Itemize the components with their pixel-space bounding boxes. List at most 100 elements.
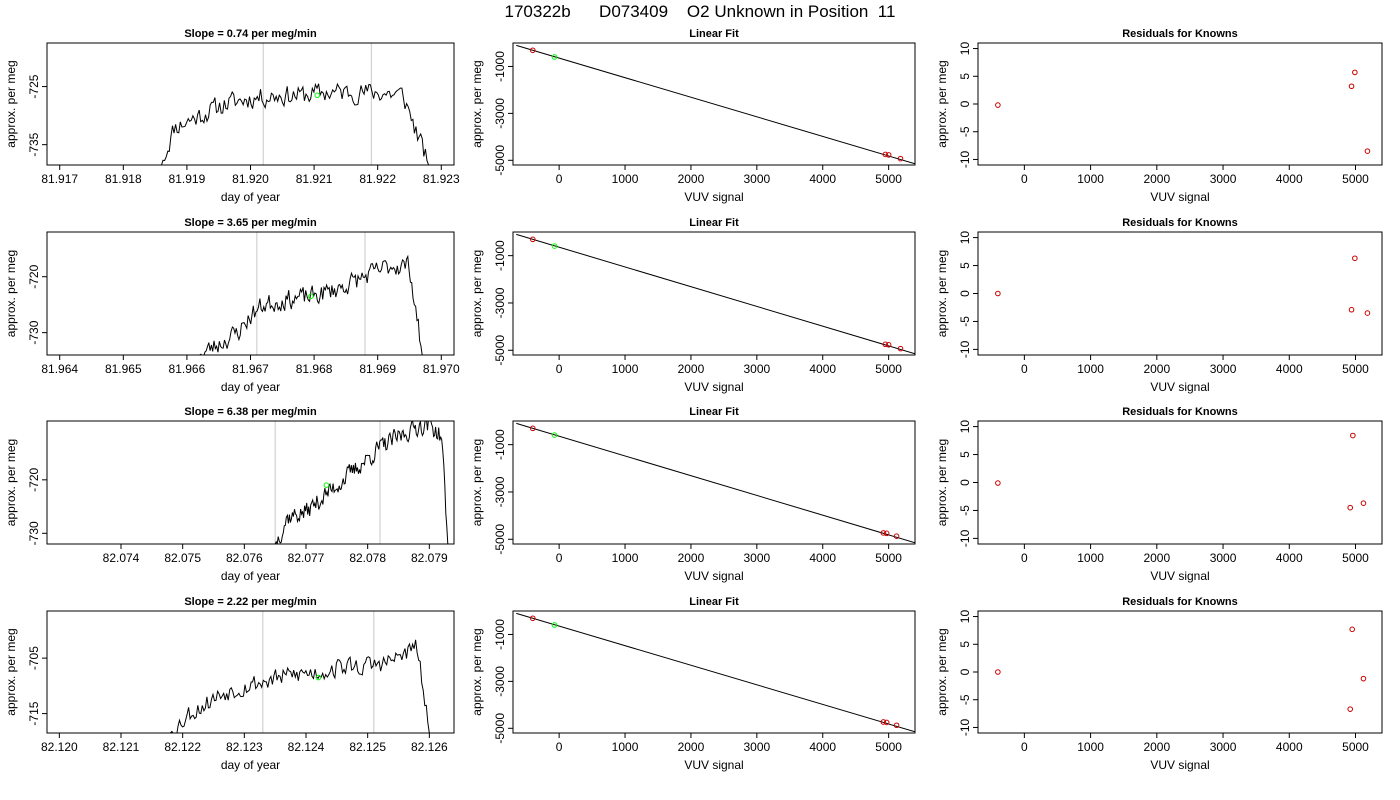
known-point bbox=[893, 533, 900, 539]
x-tick-label: 5000 bbox=[875, 740, 902, 754]
y-tick-label: -10 bbox=[958, 340, 972, 358]
x-tick-label: 2000 bbox=[678, 551, 705, 565]
y-tick-label: -1000 bbox=[493, 240, 507, 271]
unknown-mean-marker bbox=[314, 92, 321, 99]
plot-area bbox=[199, 232, 423, 355]
known-point bbox=[885, 152, 892, 158]
plot-frame bbox=[977, 231, 1383, 356]
plot-frame bbox=[512, 42, 916, 166]
x-tick-label: 81.917 bbox=[41, 172, 78, 186]
panel-title: Linear Fit bbox=[689, 596, 739, 608]
x-tick-label: 81.964 bbox=[41, 362, 78, 376]
x-tick-label: 4000 bbox=[1276, 172, 1303, 186]
plot-area bbox=[274, 421, 449, 544]
x-axis-label: VUV signal bbox=[1150, 190, 1209, 204]
x-tick-label: 2000 bbox=[678, 362, 705, 376]
panel-title: Slope = 3.65 per meg/min bbox=[184, 217, 317, 229]
plot-area bbox=[516, 422, 915, 544]
x-tick-label: 5000 bbox=[1342, 551, 1369, 565]
known-point bbox=[882, 151, 889, 158]
x-tick-label: 0 bbox=[1021, 172, 1028, 186]
plot-area bbox=[995, 255, 1371, 316]
y-tick-label: 10 bbox=[958, 231, 972, 245]
plot-area bbox=[169, 611, 430, 733]
y-tick-label: 5 bbox=[958, 641, 972, 648]
signal-trace bbox=[274, 421, 449, 544]
y-axis-label: approx. per meg bbox=[935, 250, 949, 337]
y-tick-label: -5 bbox=[958, 505, 972, 516]
signal-trace bbox=[161, 82, 430, 165]
y-tick-label: -5 bbox=[958, 694, 972, 705]
panel-3-3: Residuals for Knowns 0 1000 2000 3000 4000 500… bbox=[935, 406, 1383, 583]
x-tick-label: 82.079 bbox=[411, 551, 448, 565]
x-tick-label: 82.074 bbox=[103, 551, 140, 565]
x-axis-label: day of year bbox=[221, 758, 280, 772]
x-tick-label: 5000 bbox=[875, 172, 902, 186]
plot-frame bbox=[46, 420, 455, 545]
x-tick-label: 5000 bbox=[1342, 740, 1369, 754]
y-tick-label: 0 bbox=[958, 100, 972, 107]
x-tick-label: 81.922 bbox=[359, 172, 396, 186]
unknown-mean-marker bbox=[315, 674, 322, 681]
y-tick-label: -735 bbox=[27, 132, 41, 156]
y-tick-label: -705 bbox=[27, 646, 41, 670]
residual-point bbox=[1347, 706, 1354, 712]
plot-frame bbox=[977, 42, 1383, 166]
y-tick-label: -1000 bbox=[493, 619, 507, 650]
x-axis-label: VUV signal bbox=[1150, 758, 1209, 772]
x-axis-label: VUV signal bbox=[684, 190, 743, 204]
signal-trace bbox=[199, 254, 423, 355]
fit-line bbox=[516, 612, 915, 733]
residual-point bbox=[995, 102, 1001, 108]
y-tick-label: -10 bbox=[958, 150, 972, 168]
plot-area bbox=[995, 626, 1367, 712]
y-tick-label: -730 bbox=[27, 320, 41, 344]
y-tick-label: -5000 bbox=[493, 145, 507, 176]
x-tick-label: 3000 bbox=[743, 362, 770, 376]
residual-point bbox=[995, 669, 1001, 675]
y-tick-label: 5 bbox=[958, 73, 972, 80]
panel-1-2: Linear Fit 0 1000 2000 3000 4000 5000 -1000 -300… bbox=[470, 28, 916, 204]
y-axis-label: approx. per meg bbox=[4, 250, 18, 337]
residual-point bbox=[1347, 504, 1354, 511]
panel-title: Residuals for Knowns bbox=[1122, 406, 1238, 418]
panel-1-1: Slope = 0.74 per meg/min 81.917 81.918 81.9… bbox=[4, 28, 460, 204]
y-tick-label: -5000 bbox=[493, 335, 507, 366]
y-axis-label: approx. per meg bbox=[4, 439, 18, 526]
unknown-mean-marker bbox=[308, 293, 314, 300]
x-tick-label: 81.965 bbox=[105, 362, 142, 376]
x-tick-label: 82.077 bbox=[288, 551, 325, 565]
residual-point bbox=[1348, 83, 1355, 90]
plot-area bbox=[995, 432, 1367, 511]
x-tick-label: 82.124 bbox=[288, 740, 325, 754]
unknown-point bbox=[551, 54, 558, 60]
y-axis-label: approx. per meg bbox=[470, 439, 484, 526]
panel-2-3: Residuals for Knowns 0 1000 2000 3000 4000 500… bbox=[935, 217, 1383, 394]
panel-3-1: Slope = 6.38 per meg/min 82.074 82.075 82.0… bbox=[4, 406, 455, 583]
x-tick-label: 1000 bbox=[612, 551, 639, 565]
x-axis-label: day of year bbox=[221, 380, 280, 394]
x-tick-label: 81.923 bbox=[423, 172, 460, 186]
residual-point bbox=[1364, 148, 1371, 154]
plot-area bbox=[995, 69, 1371, 154]
panel-4-3: Residuals for Knowns 0 1000 2000 3000 4000 500… bbox=[935, 596, 1383, 772]
panel-4-1: Slope = 2.22 per meg/min 82.120 82.121 82.1… bbox=[4, 596, 455, 772]
x-tick-label: 3000 bbox=[743, 551, 770, 565]
panel-title: Residuals for Knowns bbox=[1122, 217, 1238, 229]
panel-2-1: Slope = 3.65 per meg/min 81.964 81.965 81.9… bbox=[4, 217, 460, 394]
panel-2-2: Linear Fit 0 1000 2000 3000 4000 5000 -1000 -300… bbox=[470, 217, 916, 394]
known-point bbox=[880, 530, 887, 536]
x-axis-label: VUV signal bbox=[684, 569, 743, 583]
x-tick-label: 82.126 bbox=[411, 740, 448, 754]
x-tick-label: 4000 bbox=[809, 172, 836, 186]
signal-trace bbox=[169, 639, 430, 733]
y-axis-label: approx. per meg bbox=[4, 628, 18, 715]
panel-3-2: Linear Fit 0 1000 2000 3000 4000 5000 -1000 -300… bbox=[470, 406, 916, 583]
y-axis-label: approx. per meg bbox=[4, 60, 18, 147]
y-tick-label: 10 bbox=[958, 420, 972, 434]
x-tick-label: 1000 bbox=[1077, 172, 1104, 186]
x-tick-label: 2000 bbox=[1143, 551, 1170, 565]
x-tick-label: 0 bbox=[556, 551, 563, 565]
x-tick-label: 82.075 bbox=[164, 551, 201, 565]
x-tick-label: 4000 bbox=[1276, 740, 1303, 754]
